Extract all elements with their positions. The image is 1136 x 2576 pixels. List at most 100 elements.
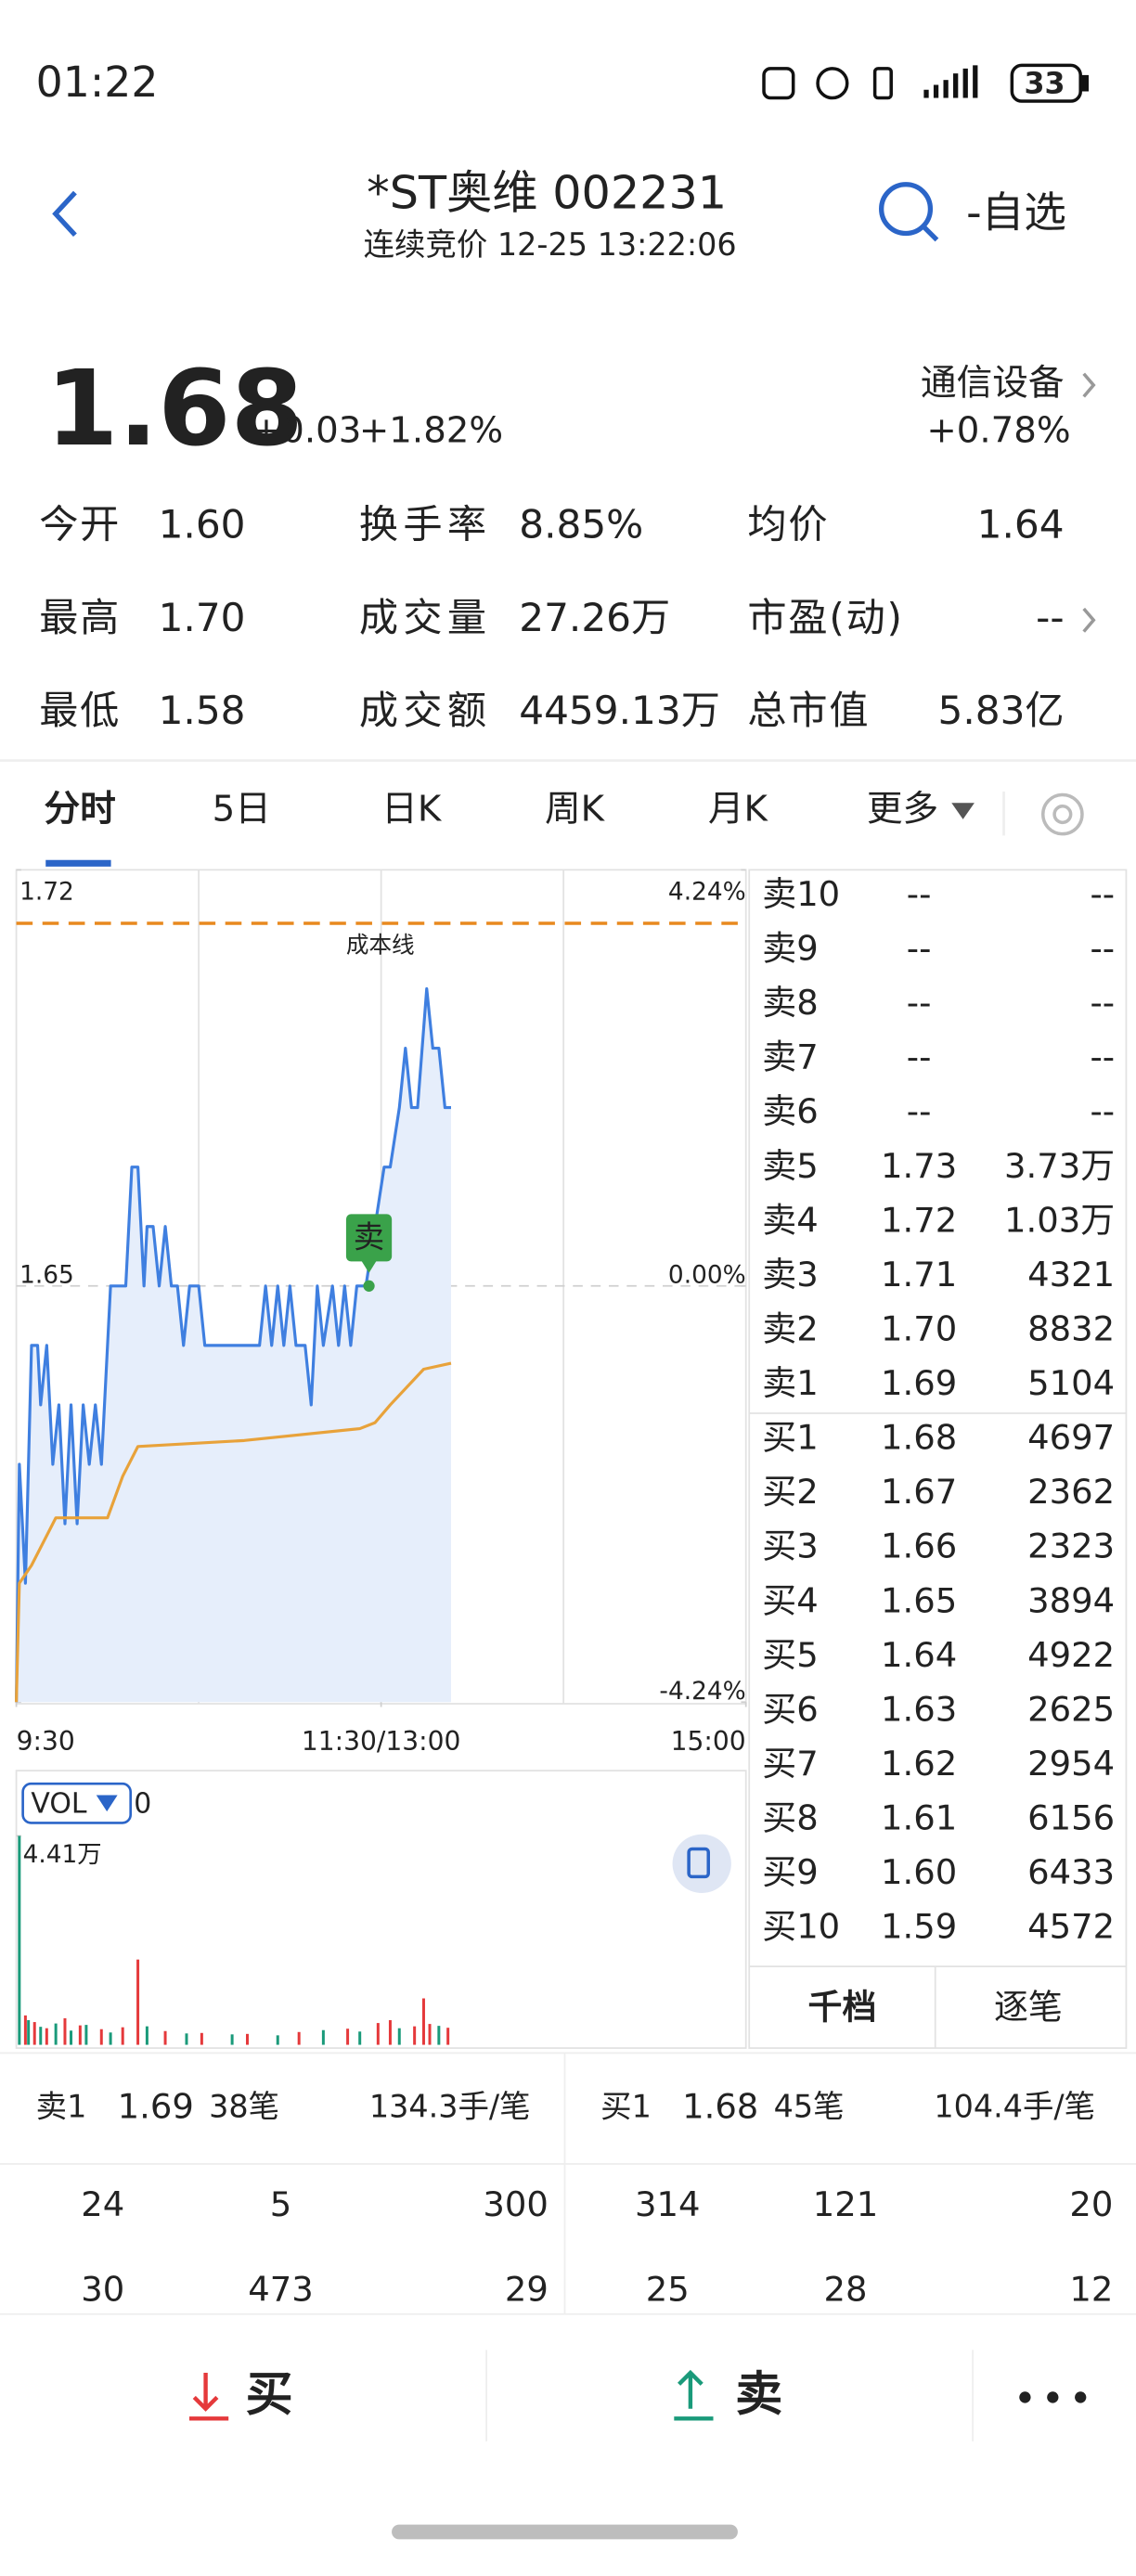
trade-volume: 20	[1069, 2184, 1113, 2224]
watchlist-button[interactable]: -自选	[966, 188, 1066, 238]
order-level: 卖5	[762, 1146, 818, 1186]
order-level: 卖6	[762, 1091, 818, 1131]
order-book-tab[interactable]: 千档	[808, 1987, 877, 2027]
trade-volume: 5	[270, 2184, 292, 2224]
order-level: 买1	[762, 1418, 818, 1458]
stat-label: 成交量	[359, 595, 491, 640]
order-level: 买5	[762, 1635, 818, 1675]
order-price: 1.66	[881, 1526, 957, 1566]
volume-bar	[358, 2031, 362, 2045]
trade-marker-pointer	[360, 1259, 378, 1273]
stat-label: 最高	[39, 595, 121, 640]
indicator-selector[interactable]	[21, 1782, 133, 1824]
summary-level: 卖1	[36, 2089, 87, 2125]
order-book-frame	[748, 869, 1128, 2049]
dropdown-arrow	[951, 803, 975, 819]
volume-bar	[78, 2025, 82, 2045]
order-level: 卖9	[762, 929, 818, 969]
order-price: --	[907, 1037, 932, 1077]
trade-volume: 29	[505, 2270, 549, 2310]
sector-name[interactable]: 通信设备	[921, 363, 1065, 405]
order-price: 1.63	[881, 1689, 957, 1729]
order-price: 1.68	[881, 1418, 957, 1458]
tab[interactable]: 周K	[545, 789, 606, 831]
order-volume: 5104	[1027, 1363, 1115, 1403]
trade-volume: 24	[81, 2184, 124, 2224]
y-tick-label: 4.41万	[23, 1841, 102, 1869]
buy-button[interactable]: 买	[246, 2367, 293, 2422]
stat-value: 1.70	[159, 595, 246, 640]
tab[interactable]: 更多	[867, 789, 938, 831]
volume-bar	[18, 1835, 21, 2045]
order-volume: 4697	[1027, 1418, 1115, 1458]
order-volume: --	[1090, 1037, 1115, 1077]
order-volume: 2954	[1027, 1744, 1115, 1784]
rotate-button[interactable]	[672, 1834, 731, 1894]
stat-value: 8.85%	[519, 502, 643, 547]
tab[interactable]: 月K	[708, 789, 769, 831]
volume-bar	[32, 2022, 36, 2045]
volume-frame	[15, 1770, 747, 2049]
x-tick-label: 11:30/13:00	[302, 1726, 461, 1757]
order-volume: 4572	[1027, 1907, 1115, 1947]
stat-value: 1.64	[977, 502, 1065, 547]
order-level: 卖3	[762, 1255, 818, 1294]
summary-avg: 134.3手/笔	[369, 2089, 531, 2125]
order-volume: 6433	[1027, 1852, 1115, 1892]
volume-bar	[446, 2028, 450, 2045]
pe-chevron	[1082, 607, 1096, 633]
volume-bar	[54, 2023, 58, 2045]
more-button[interactable]	[1019, 2391, 1087, 2403]
order-price: 1.65	[881, 1580, 957, 1620]
order-volume: 2362	[1027, 1472, 1115, 1512]
indicator-name: VOL	[31, 1788, 86, 1821]
stat-value: 27.26万	[519, 595, 670, 640]
last-price: 1.68	[45, 348, 303, 470]
stock-title: *ST奥维 002231	[367, 166, 727, 220]
summary-price: 1.68	[682, 2087, 758, 2127]
volume-bar	[297, 2031, 301, 2045]
sell-button[interactable]: 卖	[735, 2367, 782, 2422]
volume-bar	[163, 2030, 167, 2045]
order-volume: --	[1090, 983, 1115, 1023]
order-price: --	[907, 983, 932, 1023]
order-price: 1.72	[881, 1200, 957, 1240]
volume-bar	[145, 2026, 148, 2045]
buy-icon	[189, 2373, 229, 2421]
order-price: 1.67	[881, 1472, 957, 1512]
order-level: 买6	[762, 1689, 818, 1729]
average-line	[15, 1361, 452, 1703]
indicator-value: 0	[134, 1788, 151, 1821]
stat-value: 1.58	[159, 688, 246, 733]
settings-button[interactable]	[1041, 792, 1084, 836]
order-price: 1.73	[881, 1146, 957, 1186]
order-book-tab[interactable]: 逐笔	[994, 1987, 1063, 2027]
tab[interactable]: 日K	[381, 789, 443, 831]
order-price: 1.69	[881, 1363, 957, 1403]
sector-chevron[interactable]	[1082, 372, 1096, 398]
tab[interactable]: 5日	[213, 789, 271, 831]
summary-price: 1.69	[118, 2087, 194, 2127]
trade-volume: 121	[813, 2184, 878, 2224]
summary-count: 38笔	[209, 2089, 279, 2125]
tab[interactable]: 分时	[44, 789, 115, 831]
order-volume: 4922	[1027, 1635, 1115, 1675]
order-volume: 3.73万	[1004, 1146, 1115, 1186]
order-level: 买3	[762, 1526, 818, 1566]
volume-bar	[437, 2026, 441, 2045]
order-volume: 4321	[1027, 1255, 1115, 1294]
trade-volume: 28	[823, 2270, 867, 2310]
order-price: 1.61	[881, 1798, 957, 1838]
back-button[interactable]	[52, 190, 77, 238]
summary-level: 买1	[600, 2089, 652, 2125]
search-button[interactable]	[879, 182, 939, 242]
volume-bar	[27, 2020, 31, 2045]
order-price: 1.70	[881, 1308, 957, 1348]
volume-bar	[136, 1959, 140, 2045]
order-level: 买2	[762, 1472, 818, 1512]
order-level: 卖10	[762, 874, 840, 914]
order-price: --	[907, 874, 932, 914]
order-level: 买8	[762, 1798, 818, 1838]
